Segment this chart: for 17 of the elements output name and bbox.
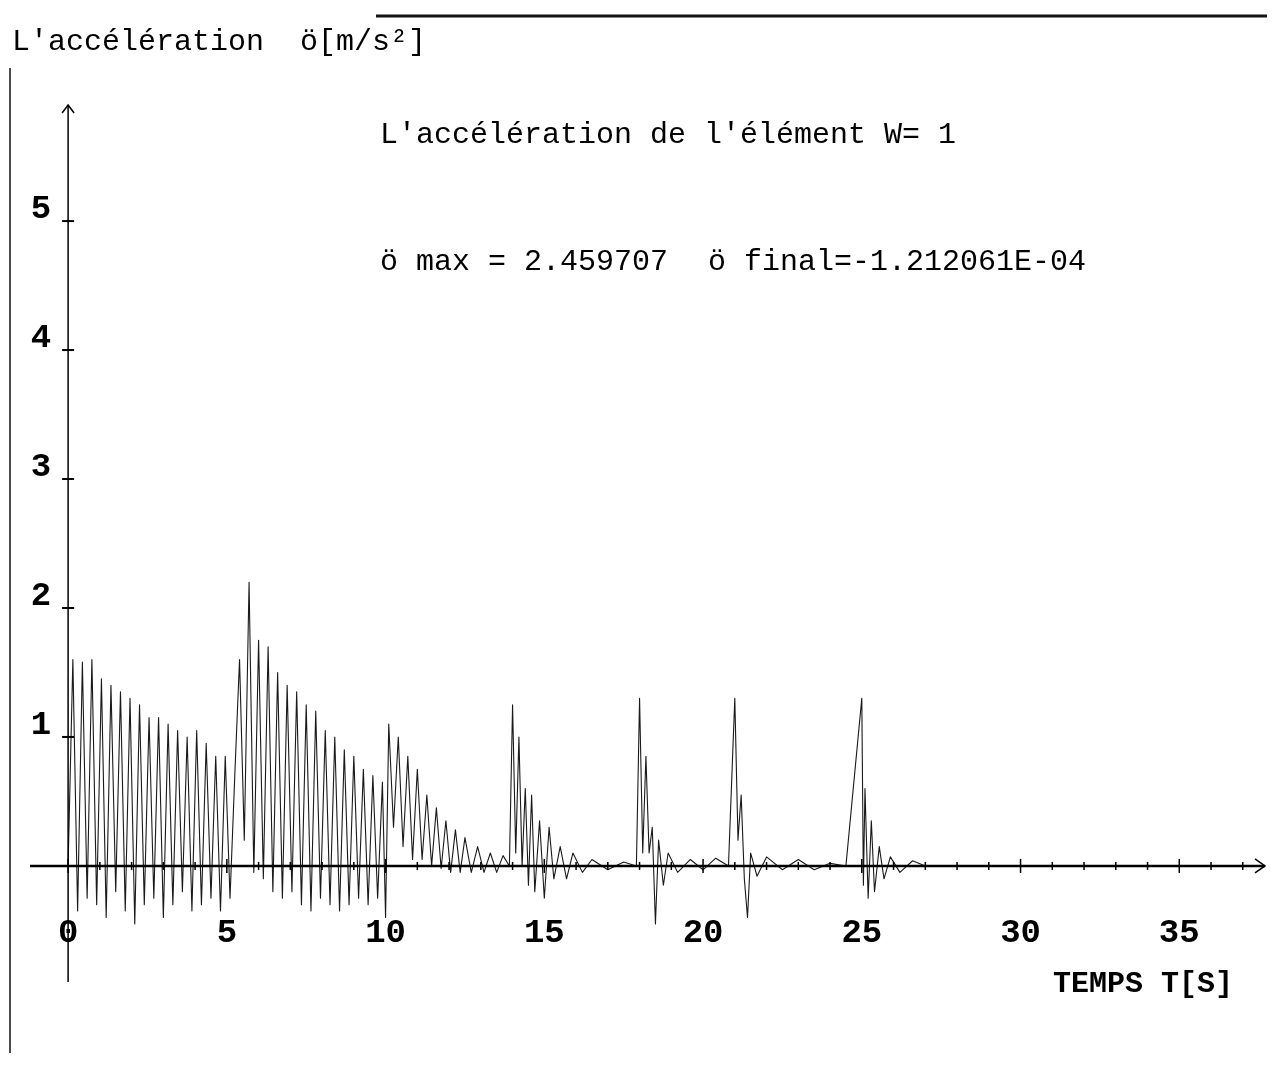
x-tick-label: 25 [841,913,883,952]
y-axis-title: L'accélération ö[m/s²] [12,25,427,59]
y-tick-label: 1 [30,705,52,744]
x-tick-label: 30 [1000,913,1041,952]
x-axis-title: TEMPS T[S] [1052,967,1233,1001]
annotation: ö max = 2.459707 [380,245,669,279]
y-tick-label: 4 [30,319,52,358]
y-tick-label: 3 [30,448,52,486]
x-tick-label: 5 [216,913,238,952]
x-tick-label: 35 [1158,913,1200,952]
x-tick-label: 10 [365,913,406,952]
text: L'accélération de l'élément W= 1 [380,118,957,152]
x-tick-label: 20 [682,913,724,952]
y-tick-label: 5 [30,190,52,229]
y-tick-label: 2 [30,576,52,615]
annotation: ö final=-1.212061E-04 [708,245,1087,279]
x-tick-label: 15 [523,913,565,952]
